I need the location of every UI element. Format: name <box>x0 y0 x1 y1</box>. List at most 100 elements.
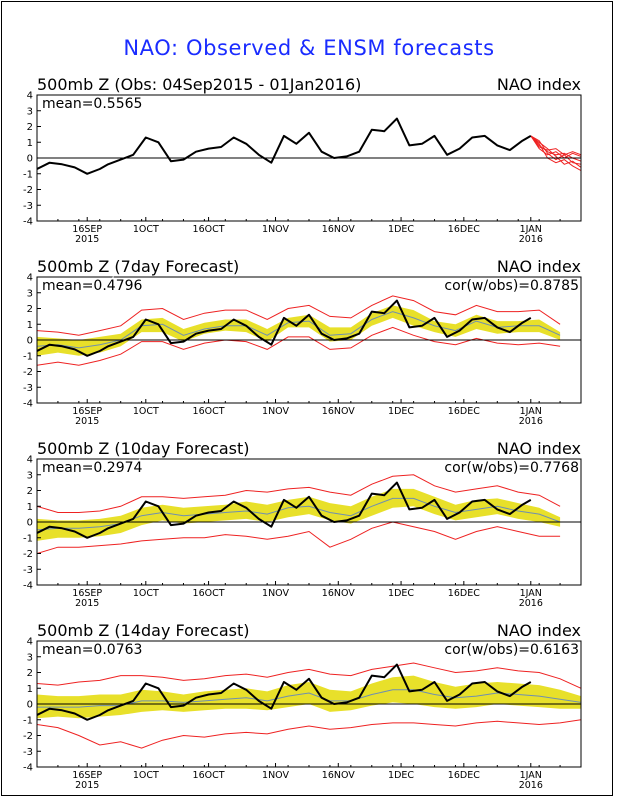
y-tick-label: -3 <box>23 565 33 576</box>
y-tick-label: 0 <box>27 518 33 529</box>
x-tick-label: 1OCT <box>133 406 159 417</box>
x-tick-label: 1JAN <box>520 588 542 599</box>
observed-nao-line <box>37 481 532 539</box>
x-tick-label: 16SEP <box>72 224 102 235</box>
x-tick-label: 16NOV <box>322 224 356 235</box>
y-tick-label: -2 <box>23 367 33 378</box>
x-tick-label: 16NOV <box>322 588 356 599</box>
x-tick-label: 1JAN <box>520 770 542 781</box>
y-tick-label: 0 <box>27 154 33 165</box>
panel-title: 500mb Z (7day Forecast) <box>37 257 239 276</box>
panel-title: 500mb Z (10day Forecast) <box>37 439 249 458</box>
chart-panel-2: 500mb Z (7day Forecast) NAO index -4 -3 -2 -1… <box>23 257 582 427</box>
y-tick-label: 0 <box>27 700 33 711</box>
y-tick-label: -2 <box>23 185 33 196</box>
y-tick-label: 0 <box>27 336 33 347</box>
ensemble-member-line-4 <box>530 135 581 172</box>
ensemble-envelope-upper <box>37 662 581 689</box>
panel-data-layer <box>37 117 581 175</box>
x-tick-label: 16SEP <box>72 770 102 781</box>
x-tick-label: 16OCT <box>193 770 225 781</box>
y-tick-label: 2 <box>27 486 33 497</box>
x-tick-label: 1DEC <box>388 588 414 599</box>
panel-data-layer <box>37 474 581 554</box>
observed-nao-line <box>37 299 532 357</box>
y-tick-label: -3 <box>23 383 33 394</box>
y-tick-label: -1 <box>23 533 33 544</box>
y-tick-label: 3 <box>27 106 33 117</box>
x-tick-year-label: 2016 <box>519 780 543 791</box>
x-tick-label: 1DEC <box>388 406 414 417</box>
panel-right-title: NAO index <box>497 439 581 458</box>
x-tick-label: 1OCT <box>133 224 159 235</box>
y-tick-label: 1 <box>27 502 33 513</box>
chart-panel-4: 500mb Z (14day Forecast) NAO index -4 -3 -2 -… <box>23 621 582 791</box>
ensemble-member-line-2 <box>530 135 581 168</box>
x-tick-label: 16OCT <box>193 588 225 599</box>
correlation-stat-label: cor(w/obs)=0.7768 <box>444 460 579 476</box>
x-tick-year-label: 2015 <box>75 780 99 791</box>
ensemble-envelope-lower <box>37 521 561 554</box>
y-tick-label: -3 <box>23 201 33 212</box>
x-tick-year-label: 2015 <box>75 598 99 609</box>
mean-stat-label: mean=0.5565 <box>42 96 142 112</box>
ensemble-envelope-lower <box>37 326 561 366</box>
ensemble-member-line-3 <box>530 135 581 159</box>
x-tick-year-label: 2016 <box>519 234 543 245</box>
x-tick-label: 16OCT <box>193 406 225 417</box>
y-tick-label: 1 <box>27 320 33 331</box>
x-tick-label: 16DEC <box>448 770 480 781</box>
y-tick-label: 1 <box>27 138 33 149</box>
ensemble-member-line-5 <box>530 135 581 156</box>
ensemble-envelope-upper <box>37 474 561 513</box>
y-tick-label: 3 <box>27 470 33 481</box>
x-tick-label: 16NOV <box>322 770 356 781</box>
y-tick-label: -4 <box>23 581 33 592</box>
mean-stat-label: mean=0.0763 <box>42 642 142 658</box>
y-tick-label: -1 <box>23 169 33 180</box>
x-tick-label: 16DEC <box>448 588 480 599</box>
chart-panel-3: 500mb Z (10day Forecast) NAO index -4 -3 -2 -… <box>23 439 582 609</box>
y-tick-label: 3 <box>27 288 33 299</box>
y-tick-label: -4 <box>23 217 33 228</box>
mean-stat-label: mean=0.4796 <box>42 278 143 294</box>
x-tick-label: 1NOV <box>262 588 289 599</box>
panel-right-title: NAO index <box>497 621 581 640</box>
y-tick-label: 4 <box>27 455 33 466</box>
ensemble-spread-band <box>37 675 581 719</box>
y-tick-label: 2 <box>27 668 33 679</box>
y-tick-label: 3 <box>27 652 33 663</box>
y-tick-label: -1 <box>23 715 33 726</box>
x-tick-label: 1JAN <box>520 406 542 417</box>
x-tick-label: 16SEP <box>72 588 102 599</box>
panel-data-layer <box>37 295 581 366</box>
x-tick-label: 1NOV <box>262 406 289 417</box>
y-tick-label: -2 <box>23 731 33 742</box>
y-tick-label: -2 <box>23 549 33 560</box>
y-tick-label: -4 <box>23 399 33 410</box>
x-tick-label: 16OCT <box>193 224 225 235</box>
x-tick-year-label: 2016 <box>519 598 543 609</box>
mean-stat-label: mean=0.2974 <box>42 460 143 476</box>
figure-title: NAO: Observed & ENSM forecasts <box>123 36 495 60</box>
y-tick-label: -4 <box>23 763 33 774</box>
x-tick-label: 16SEP <box>72 406 102 417</box>
observed-nao-line <box>37 663 532 721</box>
ensemble-envelope-lower <box>37 719 581 749</box>
panel-right-title: NAO index <box>497 257 581 276</box>
x-tick-label: 1NOV <box>262 770 289 781</box>
ensemble-spread-band <box>37 305 561 356</box>
x-tick-label: 1OCT <box>133 588 159 599</box>
x-tick-year-label: 2015 <box>75 416 99 427</box>
x-tick-label: 1NOV <box>262 224 289 235</box>
x-tick-label: 1JAN <box>520 224 542 235</box>
ensemble-member-line-6 <box>530 135 581 165</box>
x-tick-label: 1DEC <box>388 770 414 781</box>
y-tick-label: 2 <box>27 122 33 133</box>
panel-right-title: NAO index <box>497 75 581 94</box>
observed-nao-line <box>37 117 532 175</box>
y-tick-label: -3 <box>23 747 33 758</box>
x-tick-label: 16NOV <box>322 406 356 417</box>
panel-title: 500mb Z (14day Forecast) <box>37 621 249 640</box>
